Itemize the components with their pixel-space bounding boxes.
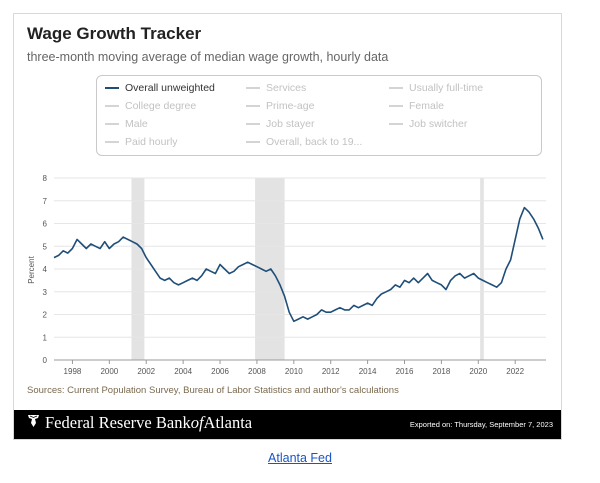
x-tick-label: 2008 (248, 367, 266, 376)
line-chart: 0 1 2 3 4 5 6 7 8 1998 2000 2002 2004 2006 2008 2010 20… (27, 174, 546, 376)
x-tick-label: 2002 (137, 367, 155, 376)
legend-swatch (246, 123, 260, 125)
legend-label: Female (409, 100, 445, 112)
legend-item-female[interactable]: Female (389, 100, 444, 112)
legend-item-paid-hourly[interactable]: Paid hourly (105, 136, 178, 148)
legend-item-college-degree[interactable]: College degree (105, 100, 196, 112)
x-tick-label: 2006 (211, 367, 229, 376)
brand-logo: Federal Reserve Bank of Atlanta (27, 413, 252, 433)
legend-item-usually-full-time[interactable]: Usually full-time (389, 82, 483, 94)
brand-text-pre: Federal Reserve Bank (45, 413, 191, 432)
legend-swatch (389, 105, 403, 107)
legend-label: College degree (125, 100, 197, 112)
legend-item-prime-age[interactable]: Prime-age (246, 100, 314, 112)
x-tick-label: 2020 (469, 367, 487, 376)
legend-swatch (246, 87, 260, 89)
y-axis: 0 1 2 3 4 5 6 7 8 (43, 174, 48, 365)
legend-label: Overall, back to 19... (266, 136, 363, 148)
y-tick-label: 8 (43, 174, 48, 183)
x-tick-label: 2004 (174, 367, 192, 376)
footer-bar: Federal Reserve Bank of Atlanta Exported… (14, 410, 561, 439)
legend-label: Job switcher (409, 118, 468, 130)
y-tick-label: 5 (43, 242, 48, 251)
y-axis-label: Percent (27, 255, 36, 283)
legend-swatch (105, 105, 119, 107)
brand-text-of: of (190, 413, 204, 432)
y-tick-label: 4 (43, 265, 48, 274)
chart-card: Wage Growth Tracker three-month moving a… (13, 13, 562, 440)
legend-item-overall-unweighted[interactable]: Overall unweighted (105, 82, 215, 94)
legend: Overall unweighted Services Usually full… (96, 75, 542, 156)
legend-swatch (105, 87, 119, 89)
legend-item-male[interactable]: Male (105, 118, 148, 130)
x-tick-label: 2000 (100, 367, 118, 376)
legend-label: Prime-age (266, 100, 315, 112)
legend-label: Services (266, 82, 307, 94)
legend-swatch (246, 141, 260, 143)
legend-label: Job stayer (266, 118, 315, 130)
x-tick-label: 2014 (359, 367, 377, 376)
legend-label: Overall unweighted (125, 82, 215, 94)
brand-text-post: Atlanta (203, 413, 253, 432)
x-tick-label: 1998 (64, 367, 82, 376)
series-layer (53, 206, 544, 323)
y-tick-label: 2 (43, 311, 48, 320)
eagle-icon (27, 413, 40, 433)
chart-subtitle: three-month moving average of median wag… (27, 50, 389, 64)
legend-swatch (389, 87, 403, 89)
x-tick-label: 2016 (396, 367, 414, 376)
chart-title: Wage Growth Tracker (27, 24, 202, 43)
x-tick-label: 2022 (506, 367, 524, 376)
legend-item-job-switcher[interactable]: Job switcher (389, 118, 467, 130)
legend-label: Paid hourly (125, 136, 178, 148)
legend-swatch (105, 123, 119, 125)
legend-swatch (246, 105, 260, 107)
x-tick-label: 2010 (285, 367, 303, 376)
legend-label: Male (125, 118, 148, 130)
y-tick-label: 7 (43, 197, 48, 206)
y-tick-label: 1 (43, 333, 48, 342)
y-tick-label: 6 (43, 220, 48, 229)
legend-swatch (389, 123, 403, 125)
legend-item-overall-back[interactable]: Overall, back to 19... (246, 136, 362, 148)
y-tick-label: 0 (43, 356, 48, 365)
legend-label: Usually full-time (409, 82, 484, 94)
gridlines (54, 177, 546, 361)
legend-item-services[interactable]: Services (246, 82, 306, 94)
sources-note: Sources: Current Population Survey, Bure… (27, 385, 399, 396)
series-line-overall-unweighted (53, 206, 544, 323)
y-tick-label: 3 (43, 288, 48, 297)
export-date: Exported on: Thursday, September 7, 2023 (409, 420, 553, 429)
atlanta-fed-link[interactable]: Atlanta Fed (268, 451, 332, 465)
legend-swatch (105, 141, 119, 143)
x-axis: 1998 2000 2002 2004 2006 2008 2010 2012 2014 2016… (54, 359, 546, 376)
x-tick-label: 2012 (322, 367, 340, 376)
legend-item-job-stayer[interactable]: Job stayer (246, 118, 314, 130)
x-tick-label: 2018 (433, 367, 451, 376)
